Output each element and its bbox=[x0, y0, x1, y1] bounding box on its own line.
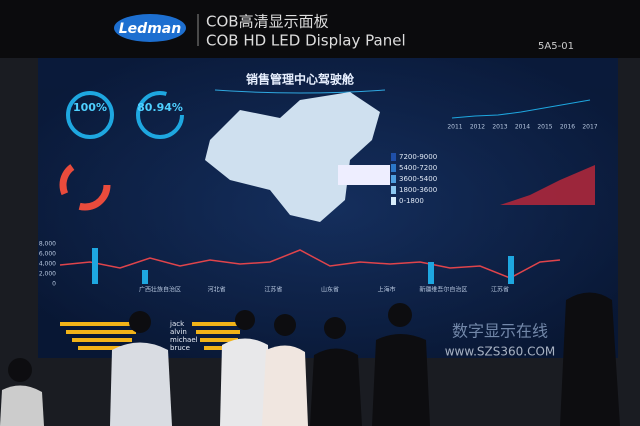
donut bbox=[59, 159, 111, 211]
area-chart bbox=[500, 165, 595, 205]
logo: Ledman bbox=[119, 21, 181, 37]
title-en: COB HD LED Display Panel bbox=[206, 32, 406, 50]
year-label: 2017 bbox=[582, 124, 597, 131]
rank-bars bbox=[60, 322, 242, 350]
rank-name: alvin bbox=[170, 328, 187, 336]
sales-line bbox=[59, 249, 561, 279]
city-label: 广西壮族自治区 bbox=[139, 286, 181, 294]
people bbox=[0, 292, 620, 426]
rank-name: jack bbox=[169, 320, 185, 328]
axis-label: 2,000 bbox=[39, 271, 56, 278]
city-label: 新疆维吾尔自治区 bbox=[419, 286, 467, 294]
legend-label: 1800-3600 bbox=[399, 186, 437, 194]
title-underline bbox=[214, 89, 386, 94]
watermark-text: 数字显示在线 bbox=[452, 322, 548, 341]
year-label: 2016 bbox=[560, 124, 575, 131]
kpi-ring bbox=[66, 91, 114, 139]
year-label: 2012 bbox=[470, 124, 485, 131]
year-label: 2013 bbox=[492, 124, 507, 131]
kpi-value: 100% bbox=[73, 101, 107, 114]
axis-label: 0 bbox=[52, 281, 56, 288]
kpi-value: 80.94% bbox=[137, 101, 183, 114]
city-label: 上海市 bbox=[378, 286, 396, 294]
year-label: 2014 bbox=[515, 124, 530, 131]
rank-name: michael bbox=[170, 336, 198, 344]
trend-line bbox=[451, 99, 591, 119]
legend-label: 0-1800 bbox=[399, 197, 424, 205]
legend-label: 5400-7200 bbox=[399, 164, 437, 172]
year-label: 2015 bbox=[537, 124, 552, 131]
logo-badge bbox=[114, 14, 186, 42]
year-label: 2011 bbox=[447, 124, 462, 131]
bars bbox=[92, 248, 514, 284]
legend-label: 3600-5400 bbox=[399, 175, 437, 183]
axis-label: 6,000 bbox=[39, 251, 56, 258]
kpi-ring bbox=[136, 91, 184, 139]
legend-swatch bbox=[391, 197, 396, 205]
watermark-url: www.SZS360.COM bbox=[445, 345, 556, 359]
legend-swatch bbox=[391, 153, 396, 161]
map bbox=[205, 92, 380, 222]
city-label: 山东省 bbox=[321, 286, 339, 294]
legend-label: 7200-9000 bbox=[399, 153, 437, 161]
title-cn: COB高清显示面板 bbox=[206, 13, 329, 31]
header-band bbox=[0, 0, 640, 58]
city-label: 河北省 bbox=[208, 286, 226, 294]
legend-swatch bbox=[391, 186, 396, 194]
axis-label: 4,000 bbox=[39, 261, 56, 268]
city-label: 江苏省 bbox=[491, 286, 509, 294]
legend-swatch bbox=[391, 175, 396, 183]
map-tooltip bbox=[338, 165, 390, 185]
dynamic-layer: 100% 80.94% 7200-9000 5400-7200 3600-5400 180… bbox=[39, 101, 598, 352]
legend-swatch bbox=[391, 164, 396, 172]
dashboard-title: 销售管理中心驾驶舱 bbox=[246, 72, 355, 87]
booth: 5A5-01 bbox=[538, 41, 574, 52]
rank-name: bruce bbox=[170, 344, 190, 352]
axis-label: 8,000 bbox=[39, 241, 56, 248]
city-label: 江苏省 bbox=[264, 286, 282, 294]
